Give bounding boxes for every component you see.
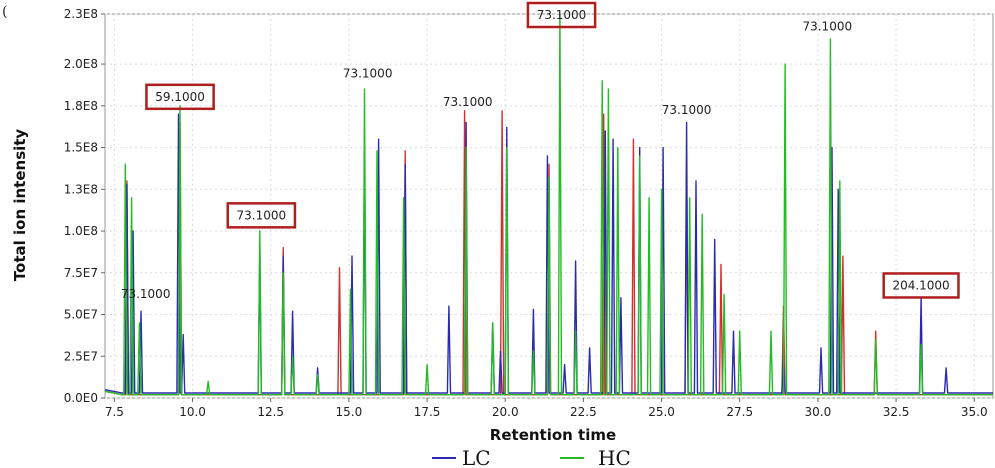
- y-tick-label: 1.8E8: [64, 99, 98, 113]
- peak-annotation-label: 73.1000: [662, 103, 712, 117]
- legend-label-lc: LC: [462, 446, 491, 468]
- x-tick-label: 27.5: [726, 405, 753, 419]
- y-axis-title: Total ion intensity: [11, 129, 29, 282]
- peak-annotations: 73.1000 59.1000 73.1000 73.1000 73.1000 73.10…: [121, 1, 960, 301]
- x-tick-label: 10.0: [179, 405, 206, 419]
- panel-label: (: [2, 4, 7, 20]
- annotation-box: [145, 83, 215, 111]
- peak-annotation-label: 59.1000: [155, 90, 205, 104]
- x-tick-label: 7.5: [105, 405, 124, 419]
- x-axis-ticks: 7.5 10.0 12.5 15.0 17.5 20.0 22.5 25.0 27.5 30.0 3…: [105, 398, 988, 419]
- peak-annotation-label: 73.1000: [343, 66, 393, 80]
- x-tick-label: 25.0: [648, 405, 675, 419]
- x-tick-label: 22.5: [570, 405, 597, 419]
- x-tick-label: 17.5: [414, 405, 441, 419]
- y-tick-label: 2.0E8: [64, 57, 98, 71]
- y-tick-label: 5.0E7: [64, 308, 98, 322]
- peak-annotation-label: 204.1000: [892, 278, 949, 292]
- y-tick-label: 2.3E8: [64, 7, 98, 21]
- x-tick-label: 12.5: [257, 405, 284, 419]
- peak-annotation-label: 73.1000: [802, 20, 852, 34]
- peak-annotation-label: 73.1000: [237, 208, 287, 222]
- peak-annotation-label: 73.1000: [121, 287, 171, 301]
- y-tick-label: 1.5E8: [64, 141, 98, 155]
- y-tick-label: 1.3E8: [64, 182, 98, 196]
- x-tick-label: 20.0: [492, 405, 519, 419]
- annotation-box: [226, 202, 297, 229]
- y-axis-ticks: 0.0E0 2.5E7 5.0E7 7.5E7 1.0E8 1.3E8 1.5E8 1.8E8…: [64, 7, 105, 405]
- x-tick-label: 30.0: [805, 405, 832, 419]
- y-tick-label: 0.0E0: [64, 391, 98, 405]
- y-tick-label: 7.5E7: [64, 266, 98, 280]
- annotation-box: [526, 1, 597, 29]
- legend-label-hc: HC: [598, 446, 631, 468]
- annotation-box: [882, 272, 960, 299]
- peak-annotation-label: 73.1000: [443, 95, 493, 109]
- y-tick-label: 2.5E7: [64, 349, 98, 363]
- legend: LC HC: [432, 446, 631, 468]
- series-line-hc: [104, 13, 993, 396]
- x-axis-title: Retention time: [490, 426, 616, 444]
- peak-annotation-label: 73.1000: [537, 8, 587, 22]
- x-tick-label: 32.5: [883, 405, 910, 419]
- x-tick-label: 35.0: [961, 405, 988, 419]
- series-group: [104, 13, 993, 396]
- y-tick-label: 1.0E8: [64, 224, 98, 238]
- x-tick-label: 15.0: [336, 405, 363, 419]
